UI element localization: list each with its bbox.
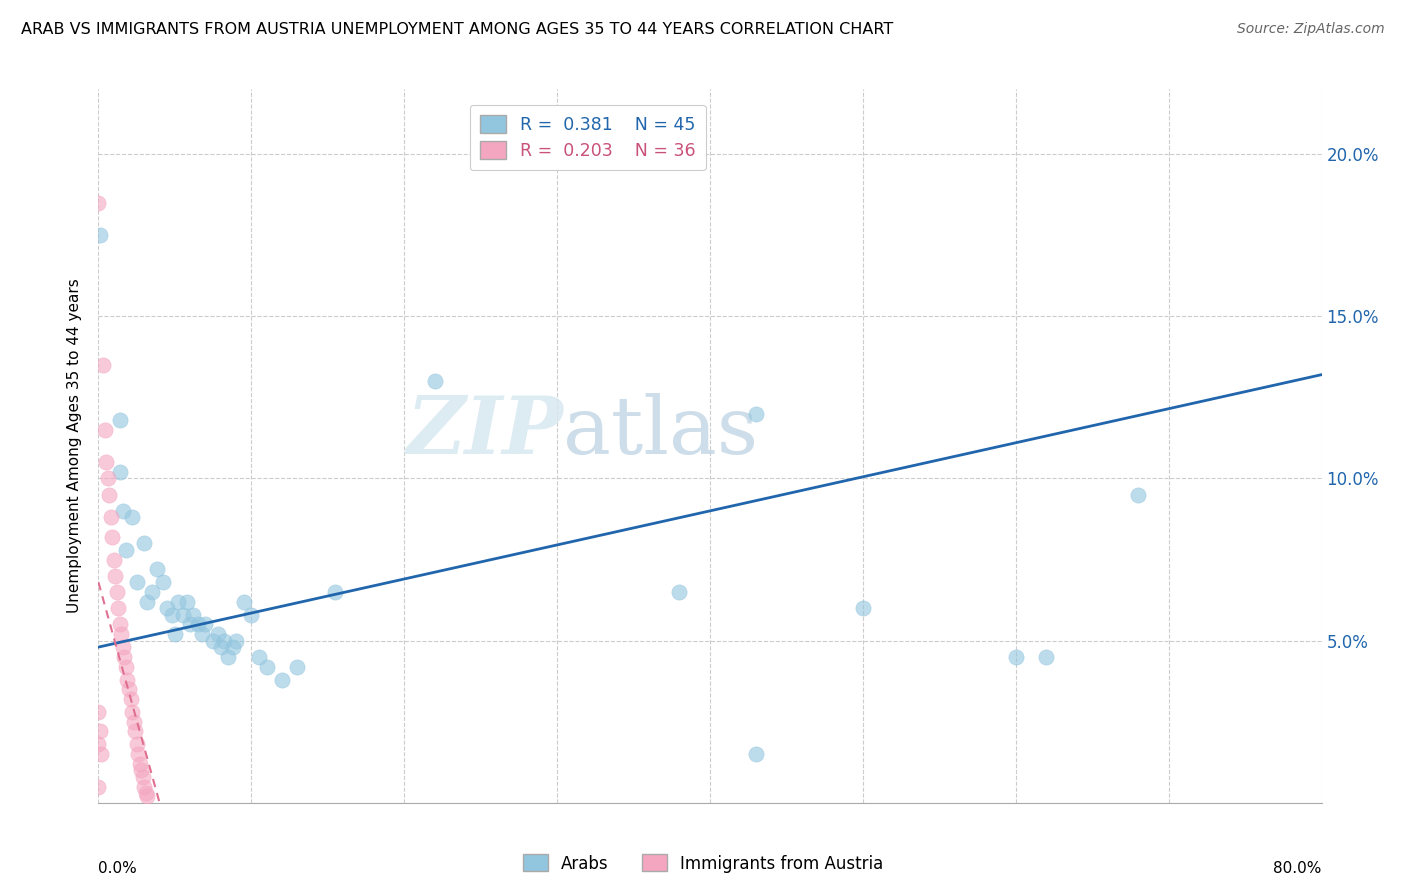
Point	[134, 536, 156, 550]
Y-axis label: Unemployment Among Ages 35 to 44 years: Unemployment Among Ages 35 to 44 years	[67, 278, 83, 614]
Point	[225, 633, 247, 648]
Point	[222, 640, 245, 654]
Point	[122, 714, 145, 729]
Point	[100, 510, 122, 524]
Point	[852, 601, 875, 615]
Point	[187, 617, 209, 632]
Point	[107, 601, 129, 615]
Text: ZIP: ZIP	[406, 393, 564, 470]
Point	[1004, 649, 1026, 664]
Point	[108, 465, 131, 479]
Text: atlas: atlas	[564, 392, 758, 471]
Point	[87, 780, 110, 794]
Point	[104, 568, 127, 582]
Point	[89, 724, 111, 739]
Point	[209, 640, 232, 654]
Point	[132, 770, 155, 784]
Point	[745, 747, 768, 761]
Point	[152, 575, 174, 590]
Point	[121, 705, 143, 719]
Point	[111, 640, 134, 654]
Point	[91, 358, 114, 372]
Point	[112, 649, 135, 664]
Point	[181, 607, 204, 622]
Point	[110, 627, 132, 641]
Point	[93, 423, 115, 437]
Point	[125, 738, 148, 752]
Point	[285, 659, 308, 673]
Point	[134, 780, 156, 794]
Point	[97, 471, 120, 485]
Point	[136, 789, 159, 804]
Point	[87, 705, 110, 719]
Point	[108, 413, 131, 427]
Point	[212, 633, 235, 648]
Text: 0.0%: 0.0%	[98, 861, 138, 876]
Point	[98, 488, 121, 502]
Point	[232, 595, 254, 609]
Point	[87, 738, 110, 752]
Point	[207, 627, 229, 641]
Point	[115, 542, 138, 557]
Point	[160, 607, 183, 622]
Point	[87, 195, 110, 210]
Point	[136, 595, 159, 609]
Point	[101, 530, 124, 544]
Point	[202, 633, 225, 648]
Point	[125, 575, 148, 590]
Point	[176, 595, 198, 609]
Point	[108, 617, 131, 632]
Point	[111, 504, 134, 518]
Point	[1035, 649, 1057, 664]
Point	[423, 374, 446, 388]
Legend: Arabs, Immigrants from Austria: Arabs, Immigrants from Austria	[516, 847, 890, 880]
Point	[124, 724, 146, 739]
Point	[172, 607, 194, 622]
Point	[191, 627, 214, 641]
Point	[745, 407, 768, 421]
Point	[121, 510, 143, 524]
Point	[115, 659, 138, 673]
Point	[117, 673, 139, 687]
Point	[240, 607, 263, 622]
Point	[103, 552, 125, 566]
Point	[120, 692, 142, 706]
Point	[247, 649, 270, 664]
Point	[89, 228, 111, 243]
Point	[325, 585, 347, 599]
Point	[118, 682, 141, 697]
Text: ARAB VS IMMIGRANTS FROM AUSTRIA UNEMPLOYMENT AMONG AGES 35 TO 44 YEARS CORRELATI: ARAB VS IMMIGRANTS FROM AUSTRIA UNEMPLOY…	[21, 22, 893, 37]
Point	[127, 747, 149, 761]
Text: 80.0%: 80.0%	[1274, 861, 1322, 876]
Point	[163, 627, 186, 641]
Point	[135, 786, 157, 800]
Point	[179, 617, 201, 632]
Point	[94, 455, 117, 469]
Point	[194, 617, 217, 632]
Text: Source: ZipAtlas.com: Source: ZipAtlas.com	[1237, 22, 1385, 37]
Point	[90, 747, 112, 761]
Point	[256, 659, 278, 673]
Point	[1128, 488, 1150, 502]
Point	[105, 585, 128, 599]
Legend: R =  0.381    N = 45, R =  0.203    N = 36: R = 0.381 N = 45, R = 0.203 N = 36	[470, 105, 706, 170]
Point	[145, 562, 167, 576]
Point	[217, 649, 239, 664]
Point	[128, 756, 150, 771]
Point	[167, 595, 190, 609]
Point	[668, 585, 690, 599]
Point	[156, 601, 179, 615]
Point	[270, 673, 292, 687]
Point	[141, 585, 163, 599]
Point	[129, 764, 152, 778]
